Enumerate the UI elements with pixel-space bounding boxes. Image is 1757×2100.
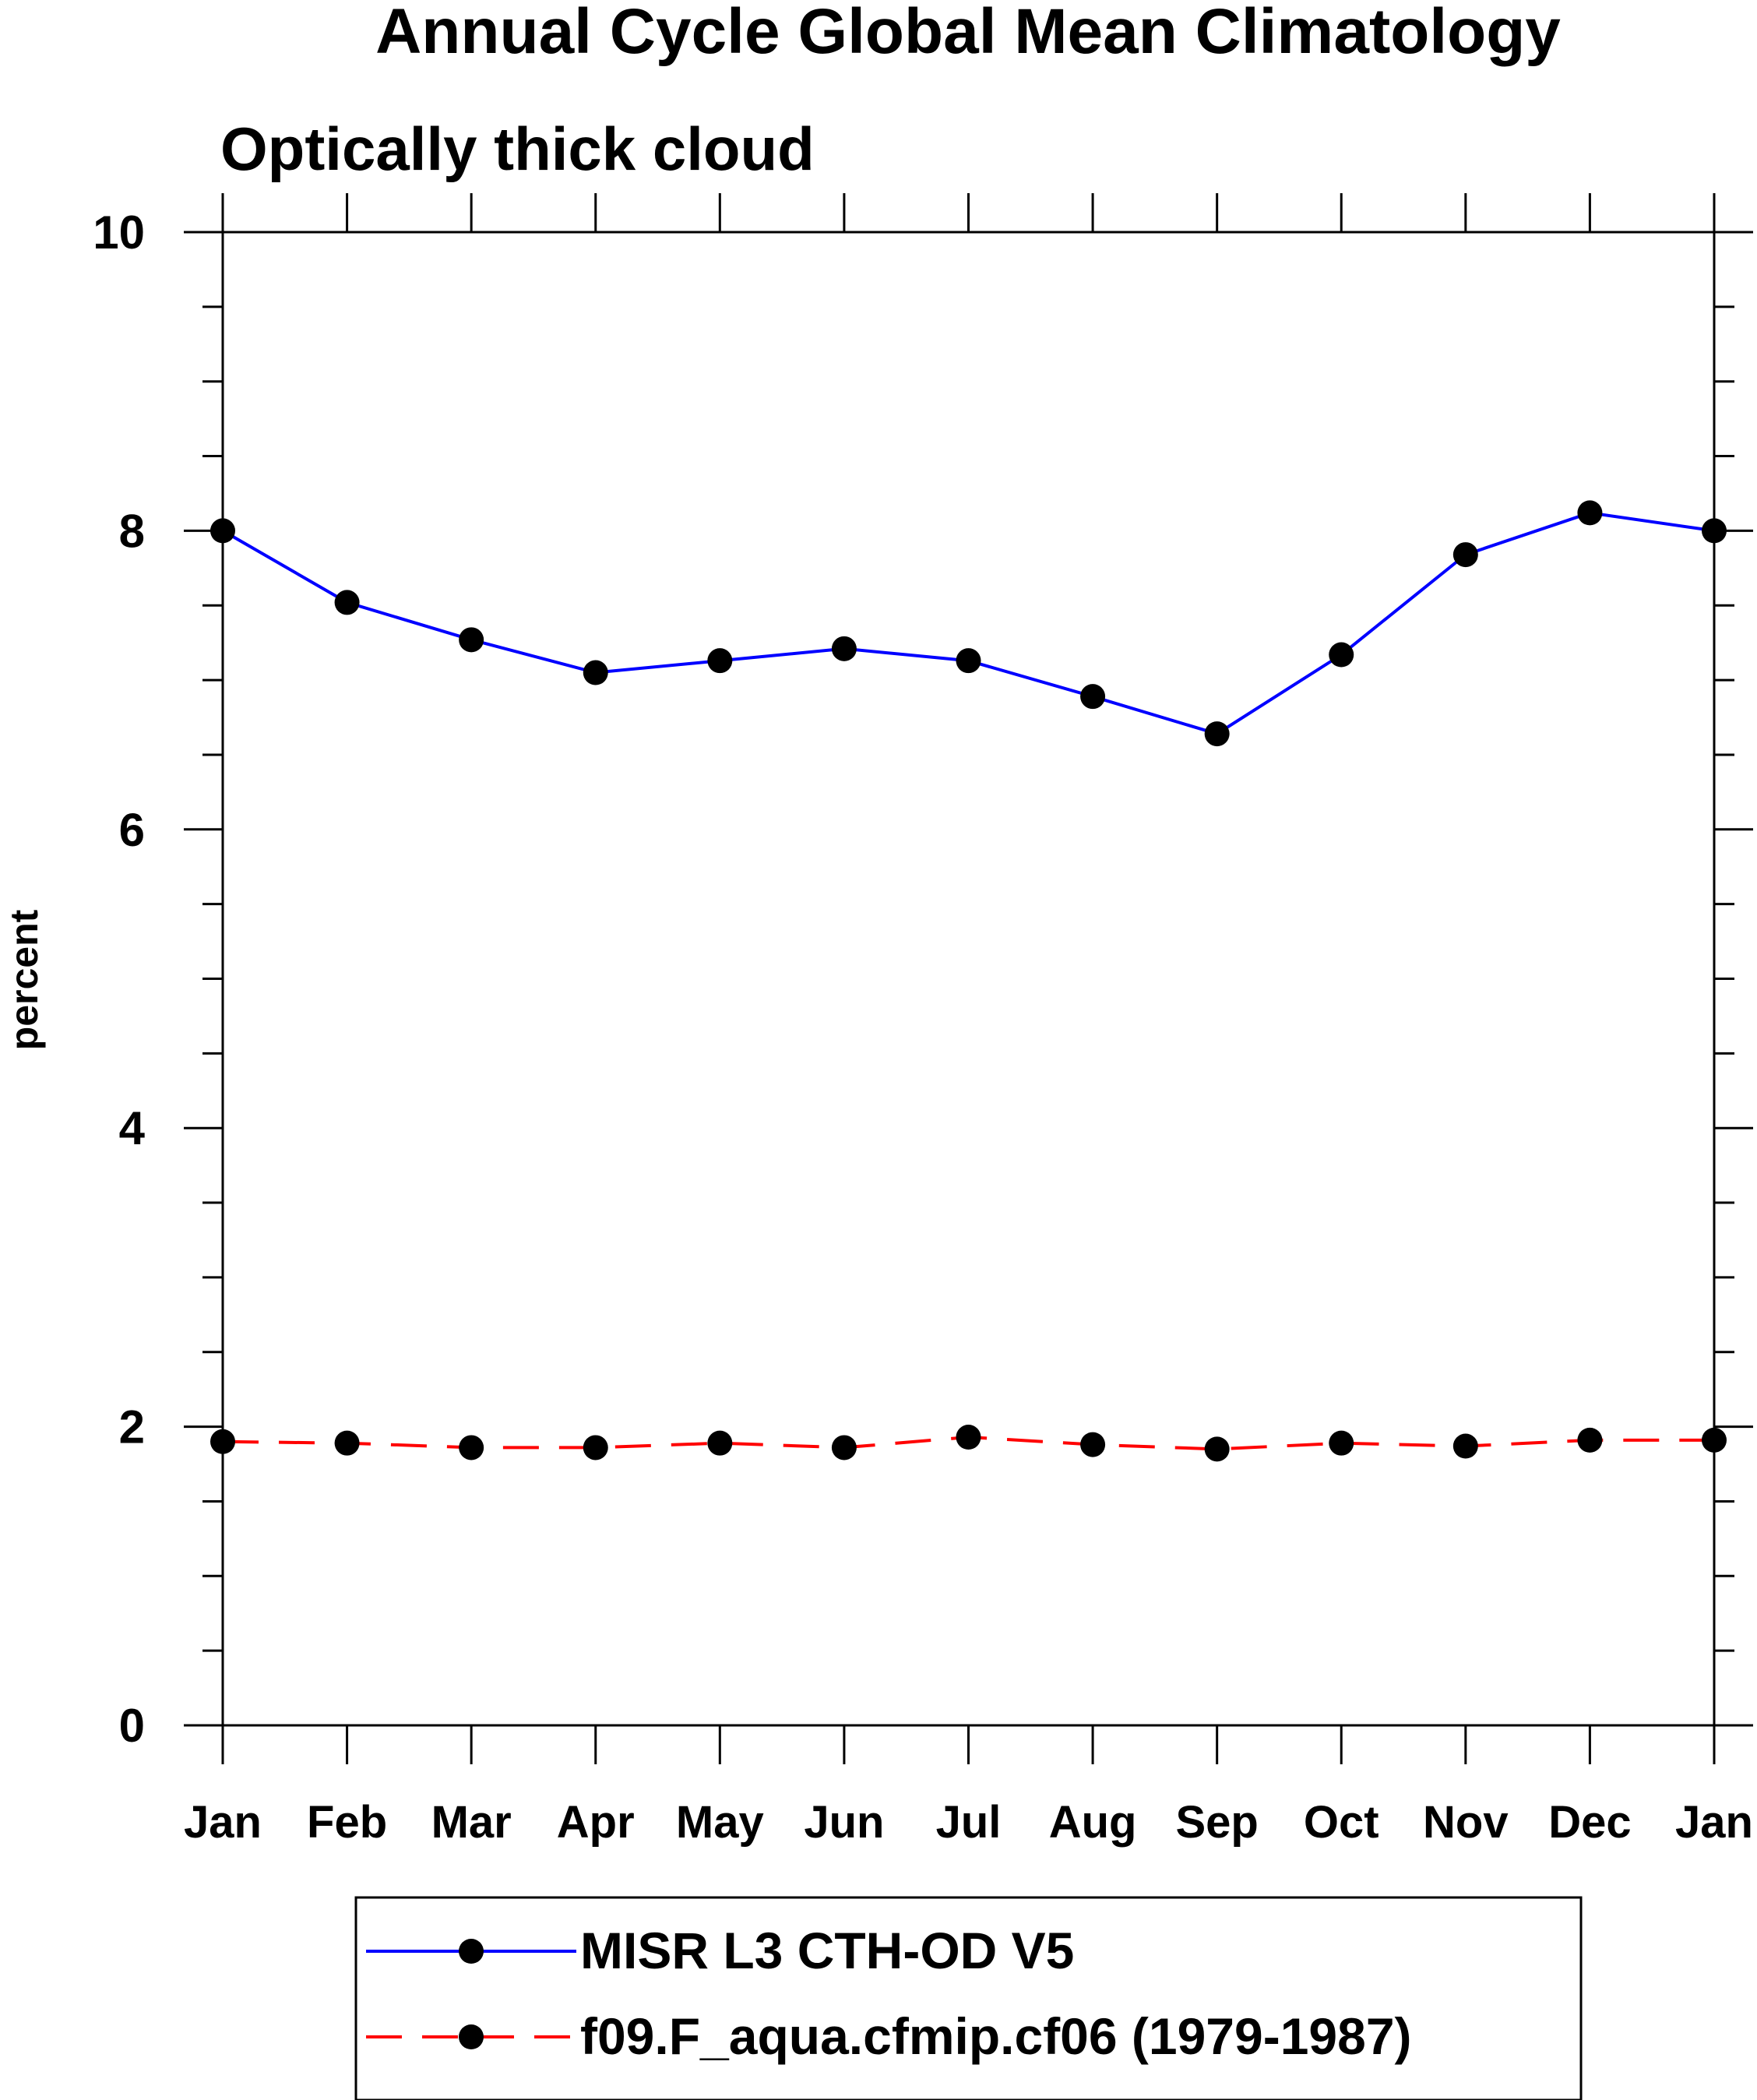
data-point xyxy=(1204,1436,1230,1462)
data-point xyxy=(1080,1432,1106,1457)
data-point xyxy=(1204,721,1230,747)
x-tick-label: Mar xyxy=(431,1797,512,1848)
legend-marker xyxy=(459,1939,484,1964)
y-tick-label: 8 xyxy=(119,505,145,557)
x-tick-label: Dec xyxy=(1548,1797,1631,1848)
data-point xyxy=(210,1429,235,1454)
x-tick-label: May xyxy=(676,1797,764,1848)
legend-label: MISR L3 CTH-OD V5 xyxy=(580,1922,1074,1979)
series-line xyxy=(222,511,1715,736)
x-tick-label: Aug xyxy=(1049,1797,1137,1848)
data-point xyxy=(1702,518,1727,544)
x-tick-label: Nov xyxy=(1423,1797,1509,1848)
data-point xyxy=(956,648,981,674)
data-point xyxy=(707,1430,733,1456)
series-2 xyxy=(210,1425,1727,1462)
plot-frame xyxy=(221,231,1716,1727)
data-point xyxy=(1080,684,1106,710)
data-point xyxy=(583,660,608,685)
chart-title: Annual Cycle Global Mean Climatology xyxy=(375,0,1561,67)
data-point xyxy=(1577,1427,1603,1453)
legend-marker xyxy=(459,2024,484,2049)
legend: MISR L3 CTH-OD V5 f09.F_aqua.cfmip.cf06 (… xyxy=(366,1922,1412,2065)
x-tick-label: Apr xyxy=(557,1797,635,1848)
axis-ticks xyxy=(184,193,1753,1764)
x-tick-label: Jan xyxy=(1675,1797,1753,1848)
x-tick-label: Oct xyxy=(1304,1797,1379,1848)
data-point xyxy=(1452,542,1478,568)
y-tick-label: 6 xyxy=(119,804,145,856)
y-tick-label: 0 xyxy=(119,1700,145,1752)
y-tick-label: 2 xyxy=(119,1401,145,1453)
data-point xyxy=(956,1425,981,1450)
data-point xyxy=(1577,500,1603,526)
data-point xyxy=(334,1430,360,1456)
y-axis-label: percent xyxy=(2,909,46,1050)
data-point xyxy=(1329,642,1354,668)
y-tick-labels: 0 2 4 6 8 10 xyxy=(93,206,145,1752)
data-point xyxy=(459,627,484,653)
data-point xyxy=(583,1435,608,1460)
data-point xyxy=(1702,1427,1727,1453)
legend-box xyxy=(354,1896,1583,2100)
data-point xyxy=(334,590,360,615)
x-tick-label: Feb xyxy=(307,1797,387,1848)
data-point xyxy=(707,648,733,674)
y-tick-label: 4 xyxy=(119,1102,146,1154)
data-point xyxy=(1329,1430,1354,1456)
data-point xyxy=(831,1435,857,1460)
data-point xyxy=(1452,1433,1478,1459)
x-tick-labels: Jan Feb Mar Apr May Jun Jul Aug Sep Oct Nov Dec Jan xyxy=(184,1797,1753,1848)
data-point xyxy=(831,636,857,661)
x-tick-label: Sep xyxy=(1175,1797,1258,1848)
x-tick-label: Jun xyxy=(804,1797,884,1848)
series-1 xyxy=(210,500,1727,747)
data-point xyxy=(210,518,235,544)
data-point xyxy=(459,1435,484,1460)
series-layer xyxy=(210,500,1727,1462)
chart-subtitle: Optically thick cloud xyxy=(220,115,815,183)
y-tick-label: 10 xyxy=(93,206,145,259)
x-tick-label: Jul xyxy=(936,1797,1002,1848)
x-tick-label: Jan xyxy=(184,1797,262,1848)
legend-label: f09.F_aqua.cfmip.cf06 (1979-1987) xyxy=(580,2007,1412,2065)
